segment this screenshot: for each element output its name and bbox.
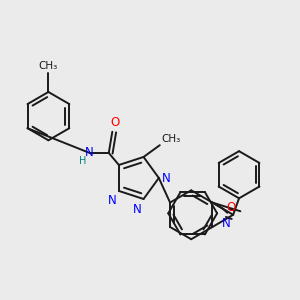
Text: H: H [79, 156, 86, 166]
Text: N: N [162, 172, 170, 185]
Text: CH₃: CH₃ [161, 134, 181, 144]
Text: O: O [110, 116, 119, 129]
Text: N: N [222, 217, 231, 230]
Text: O: O [226, 201, 236, 214]
Text: CH₃: CH₃ [39, 61, 58, 71]
Text: N: N [85, 146, 94, 159]
Text: N: N [133, 203, 142, 216]
Text: N: N [108, 194, 117, 207]
